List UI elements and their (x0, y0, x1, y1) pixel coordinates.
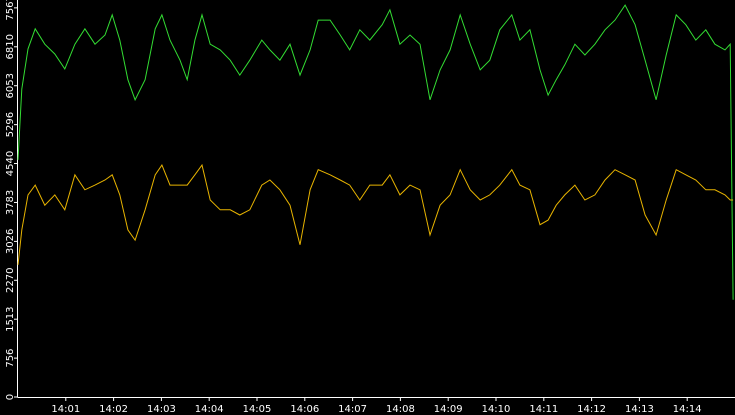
y-tick-label: 6053 (5, 73, 16, 98)
x-tick-label: 14:04 (195, 404, 224, 415)
x-tick-label: 14:11 (529, 404, 558, 415)
x-tick-label: 14:07 (338, 404, 367, 415)
x-tick-label: 14:12 (577, 404, 606, 415)
x-tick-label: 14:10 (482, 404, 511, 415)
y-tick-label: 2270 (5, 268, 16, 293)
y-tick-label: 7567 (5, 0, 16, 21)
series-line (17, 163, 734, 265)
y-tick-label: 3783 (5, 190, 16, 215)
x-tick-label: 14:09 (434, 404, 463, 415)
x-tick-label: 14:14 (673, 404, 702, 415)
y-tick-label: 4540 (5, 151, 16, 176)
x-tick-label: 14:02 (99, 404, 128, 415)
series-line (17, 4, 734, 300)
x-tick-label: 14:06 (290, 404, 319, 415)
x-tick-label: 14:03 (147, 404, 176, 415)
y-tick-label: 6810 (5, 34, 16, 59)
y-tick-label: 3026 (5, 229, 16, 254)
y-tick-label: 1513 (5, 306, 16, 331)
x-tick-label: 14:05 (243, 404, 272, 415)
y-tick-label: 756 (5, 349, 16, 368)
x-tick-label: 14:08 (386, 404, 415, 415)
y-tick-label: 5296 (5, 112, 16, 137)
x-tick-label: 14:13 (625, 404, 654, 415)
x-tick-label: 14:01 (51, 404, 80, 415)
y-tick-label: 0 (5, 394, 16, 400)
